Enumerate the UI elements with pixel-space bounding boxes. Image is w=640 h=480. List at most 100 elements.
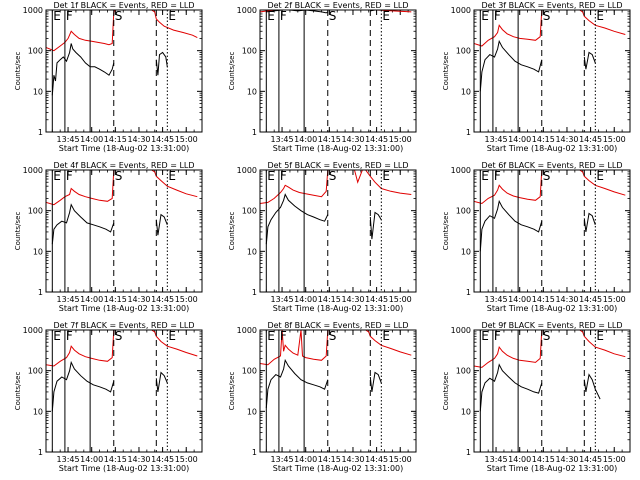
x-tick-label: 14:15 (104, 455, 127, 464)
x-tick-label: 14:45 (579, 135, 602, 144)
marker-label: S (115, 329, 123, 343)
x-tick-label: 14:45 (151, 455, 174, 464)
y-axis-label: Counts/sec (228, 372, 236, 411)
plot-frame (45, 9, 203, 133)
marker-label: E (481, 329, 489, 343)
x-tick-label: 14:45 (365, 135, 388, 144)
marker-label: S (543, 9, 551, 23)
x-tick-label: 15:00 (603, 295, 626, 304)
series-events-line (583, 51, 596, 70)
x-tick-label: 14:45 (579, 455, 602, 464)
x-tick-label: 15:00 (603, 135, 626, 144)
y-axis-label: Counts/sec (442, 372, 450, 411)
x-tick-label: 13:45 (485, 135, 508, 144)
y-tick-label: 1 (466, 128, 471, 137)
y-tick-label: 10 (33, 87, 43, 96)
y-tick-label: 1 (38, 128, 43, 137)
x-tick-label: 13:45 (271, 295, 294, 304)
panel-det-7: Det 7f BLACK = Events, RED = LLD Counts/s… (14, 321, 203, 473)
marker-label: E (596, 169, 604, 183)
marker-label: S (329, 9, 337, 23)
plot-frame (473, 329, 631, 453)
y-tick-label: 1 (466, 448, 471, 457)
x-tick-label: 14:00 (508, 455, 531, 464)
plot-frame (473, 169, 631, 293)
y-tick-label: 1000 (23, 166, 43, 175)
x-tick-label: 14:15 (532, 295, 555, 304)
marker-label: E (53, 169, 61, 183)
series-events-line (51, 360, 115, 412)
y-tick-label: 1000 (237, 6, 257, 15)
x-axis-label: Start Time (18-Aug-02 13:31:00) (59, 144, 190, 153)
x-tick-label: 14:00 (508, 295, 531, 304)
x-tick-label: 14:00 (294, 135, 317, 144)
y-axis-label: Counts/sec (228, 212, 236, 251)
x-tick-label: 15:00 (389, 455, 412, 464)
series-events-line (583, 373, 601, 400)
y-axis-label: Counts/sec (442, 212, 450, 251)
x-tick-label: 14:00 (294, 455, 317, 464)
series-events-line (51, 43, 115, 96)
panel-det-6: Det 6f BLACK = Events, RED = LLD Counts/s… (442, 161, 631, 313)
y-tick-label: 1000 (451, 6, 471, 15)
marker-label: F (66, 9, 73, 23)
marker-label: F (494, 9, 501, 23)
marker-label: F (494, 169, 501, 183)
y-axis-label: Counts/sec (14, 212, 22, 251)
marker-label: F (280, 329, 287, 343)
panel-title: Det 4f BLACK = Events, RED = LLD (53, 161, 194, 170)
x-tick-label: 14:45 (151, 295, 174, 304)
x-tick-label: 14:15 (318, 295, 341, 304)
panel-det-9: Det 9f BLACK = Events, RED = LLD Counts/s… (442, 321, 631, 473)
x-tick-label: 14:30 (127, 455, 150, 464)
x-tick-label: 15:00 (389, 295, 412, 304)
series-events-line (51, 203, 115, 245)
series-lld-line (474, 330, 626, 368)
x-tick-label: 14:30 (341, 135, 364, 144)
y-tick-label: 100 (456, 207, 471, 216)
x-axis-label: Start Time (18-Aug-02 13:31:00) (487, 304, 618, 313)
plot-frame (259, 9, 417, 133)
series-events-line (370, 10, 382, 12)
plot-frame (45, 169, 203, 293)
x-tick-label: 14:00 (80, 455, 103, 464)
marker-label: E (382, 9, 390, 23)
series-lld-line (46, 170, 198, 206)
marker-label: E (53, 9, 61, 23)
panel-title: Det 7f BLACK = Events, RED = LLD (53, 321, 194, 330)
marker-label: F (66, 329, 73, 343)
x-tick-label: 15:00 (389, 135, 412, 144)
y-tick-label: 10 (33, 407, 43, 416)
y-axis-label: Counts/sec (228, 52, 236, 91)
y-tick-label: 1000 (237, 166, 257, 175)
x-tick-label: 14:00 (80, 135, 103, 144)
x-tick-label: 14:30 (127, 135, 150, 144)
series-events-line (369, 211, 382, 240)
plot-frame (259, 329, 417, 453)
panel-det-1: Det 1f BLACK = Events, RED = LLD Counts/s… (14, 1, 203, 153)
y-tick-label: 100 (242, 47, 257, 56)
series-events-line (479, 39, 543, 92)
series-events-line (369, 371, 382, 392)
x-tick-label: 13:45 (57, 135, 80, 144)
x-tick-label: 14:15 (318, 455, 341, 464)
x-tick-label: 13:45 (485, 455, 508, 464)
marker-label: S (329, 329, 337, 343)
series-lld-line (474, 170, 626, 205)
series-lld-line (260, 170, 412, 204)
y-tick-label: 100 (456, 47, 471, 56)
y-tick-label: 10 (33, 247, 43, 256)
y-tick-label: 10 (247, 87, 257, 96)
plot-frame (45, 329, 203, 453)
x-tick-label: 14:45 (151, 135, 174, 144)
y-tick-label: 1000 (237, 326, 257, 335)
series-events-line (155, 371, 168, 392)
x-tick-label: 14:15 (532, 135, 555, 144)
marker-label: E (267, 9, 275, 23)
marker-label: E (481, 9, 489, 23)
y-tick-label: 10 (461, 87, 471, 96)
y-tick-label: 1 (252, 448, 257, 457)
series-lld-line (260, 330, 412, 366)
marker-label: E (53, 329, 61, 343)
y-tick-label: 1000 (451, 166, 471, 175)
